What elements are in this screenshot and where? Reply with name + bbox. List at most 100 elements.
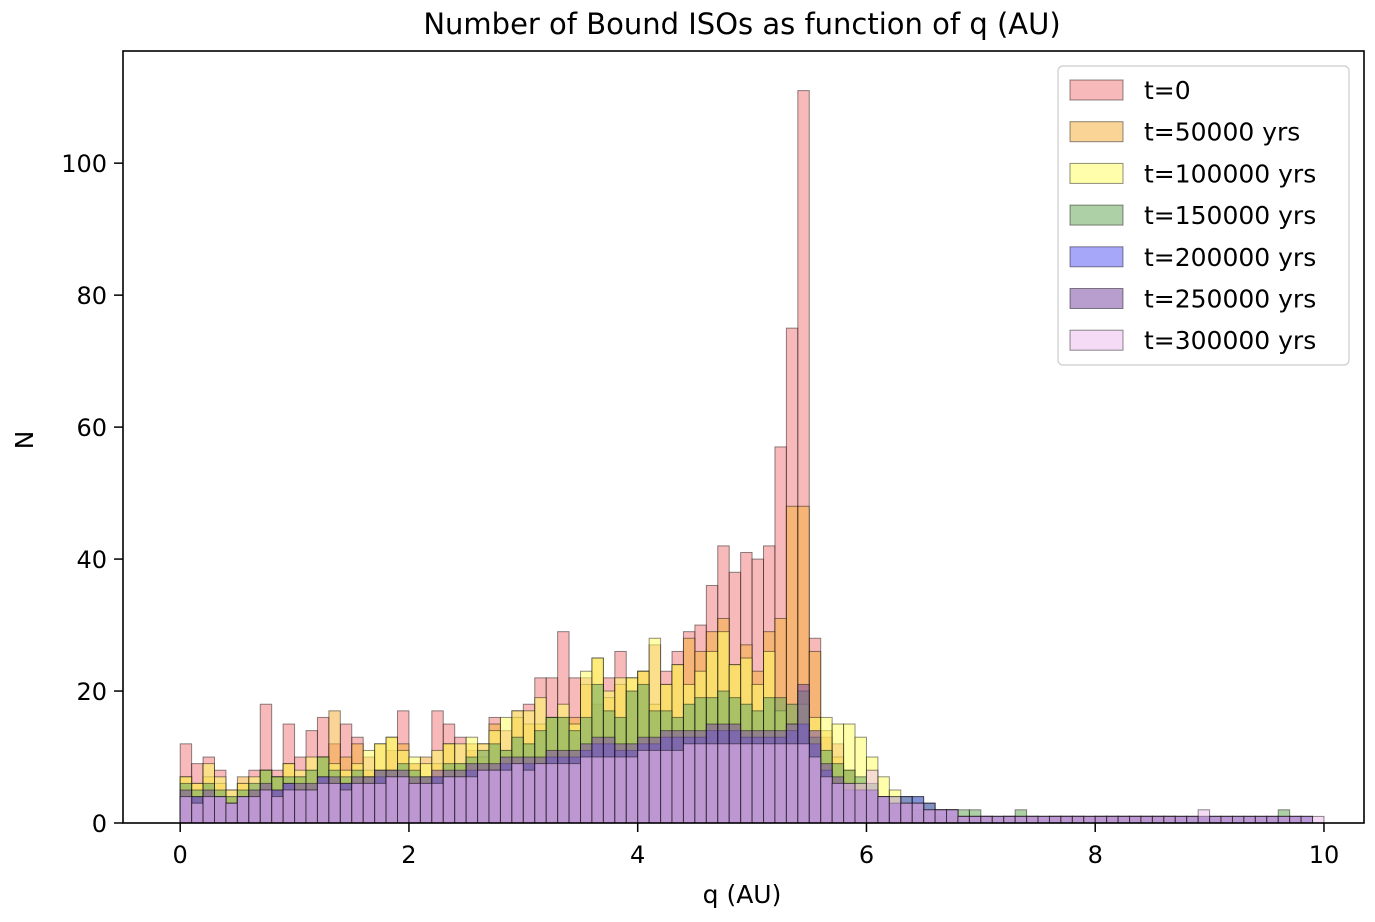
y-axis-label: N bbox=[10, 431, 39, 450]
bar bbox=[1083, 815, 1096, 824]
bar bbox=[671, 749, 684, 824]
bar bbox=[1231, 815, 1245, 824]
bar bbox=[797, 743, 810, 824]
bar bbox=[1071, 815, 1085, 824]
bar bbox=[522, 769, 536, 824]
bar bbox=[1312, 815, 1325, 824]
bar bbox=[957, 815, 970, 824]
bar bbox=[214, 796, 227, 824]
legend-swatch bbox=[1069, 288, 1124, 309]
bar bbox=[1037, 815, 1050, 824]
bar bbox=[282, 789, 296, 824]
bar bbox=[911, 802, 925, 824]
bar bbox=[717, 743, 730, 824]
bar bbox=[946, 809, 959, 824]
bar bbox=[785, 743, 799, 824]
bar bbox=[682, 743, 696, 824]
bar bbox=[854, 782, 867, 824]
bar bbox=[888, 796, 902, 824]
legend-label: t=150000 yrs bbox=[1144, 201, 1316, 230]
bar bbox=[1266, 815, 1279, 824]
bar-series-group bbox=[179, 90, 1325, 824]
bar bbox=[934, 809, 948, 824]
x-tick-label: 8 bbox=[1088, 841, 1103, 869]
bar bbox=[271, 796, 284, 824]
bar bbox=[728, 743, 742, 824]
bar bbox=[442, 776, 456, 824]
bar bbox=[808, 756, 822, 824]
bar bbox=[751, 743, 765, 824]
chart-title: Number of Bound ISOs as function of q (A… bbox=[423, 7, 1060, 41]
bar bbox=[236, 796, 250, 824]
x-axis-label: q (AU) bbox=[703, 880, 782, 909]
bar bbox=[843, 782, 856, 824]
bar bbox=[625, 756, 639, 824]
bar bbox=[385, 776, 399, 824]
bar bbox=[1186, 815, 1199, 824]
bar bbox=[648, 749, 662, 824]
bar bbox=[980, 815, 993, 824]
legend-swatch bbox=[1069, 162, 1124, 184]
bar bbox=[248, 796, 261, 824]
y-tick-label: 0 bbox=[92, 810, 107, 838]
legend-swatch bbox=[1069, 204, 1124, 226]
y-tick-label: 20 bbox=[76, 678, 107, 706]
bar bbox=[1026, 815, 1039, 824]
bar bbox=[339, 789, 353, 824]
bar bbox=[614, 756, 627, 824]
bar bbox=[1129, 815, 1142, 824]
bar bbox=[1106, 815, 1119, 824]
legend-swatch bbox=[1069, 329, 1124, 351]
bar bbox=[637, 749, 650, 824]
bar bbox=[1163, 815, 1176, 824]
bar bbox=[225, 802, 238, 824]
bar bbox=[397, 776, 410, 824]
y-axis-ticks: 0 20 40 60 80 100 bbox=[61, 150, 123, 838]
bar bbox=[362, 782, 376, 824]
bar bbox=[900, 802, 913, 824]
legend-swatch bbox=[1069, 79, 1124, 101]
bar bbox=[1300, 815, 1314, 824]
legend-label: t=0 bbox=[1144, 76, 1191, 105]
bar bbox=[1094, 815, 1108, 824]
bar bbox=[580, 756, 593, 824]
bar bbox=[1117, 815, 1131, 824]
bar bbox=[1140, 815, 1153, 824]
bar bbox=[968, 815, 982, 824]
bar bbox=[1060, 815, 1073, 824]
bar bbox=[740, 743, 753, 824]
bar bbox=[763, 743, 776, 824]
bar bbox=[511, 763, 524, 824]
bar bbox=[431, 782, 444, 824]
x-tick-label: 2 bbox=[401, 841, 416, 869]
bar bbox=[1277, 815, 1291, 824]
x-tick-label: 4 bbox=[630, 841, 645, 869]
legend-label: t=100000 yrs bbox=[1144, 159, 1316, 188]
bar bbox=[419, 782, 433, 824]
legend-swatch bbox=[1069, 246, 1124, 268]
bar bbox=[923, 809, 936, 824]
bar bbox=[602, 756, 616, 824]
bar bbox=[374, 782, 387, 824]
x-tick-label: 6 bbox=[859, 841, 874, 869]
legend-label: t=300000 yrs bbox=[1144, 326, 1316, 355]
bar bbox=[1197, 809, 1211, 824]
bar bbox=[499, 769, 513, 824]
bar bbox=[1243, 815, 1256, 824]
legend-swatch bbox=[1069, 121, 1124, 143]
x-tick-label: 10 bbox=[1309, 841, 1340, 869]
y-tick-label: 40 bbox=[76, 546, 107, 574]
bar bbox=[660, 749, 673, 824]
bar bbox=[305, 789, 318, 824]
plot-frame bbox=[122, 50, 1365, 824]
series-7 bbox=[179, 743, 1325, 824]
bar bbox=[454, 776, 467, 824]
bar bbox=[1014, 815, 1028, 824]
bar bbox=[534, 763, 547, 824]
bar bbox=[316, 782, 330, 824]
bar bbox=[545, 763, 559, 824]
bar bbox=[202, 796, 215, 824]
bar bbox=[179, 796, 193, 824]
legend-label: t=50000 yrs bbox=[1144, 118, 1300, 147]
x-axis-ticks: 0 2 4 6 8 10 bbox=[173, 823, 1340, 869]
